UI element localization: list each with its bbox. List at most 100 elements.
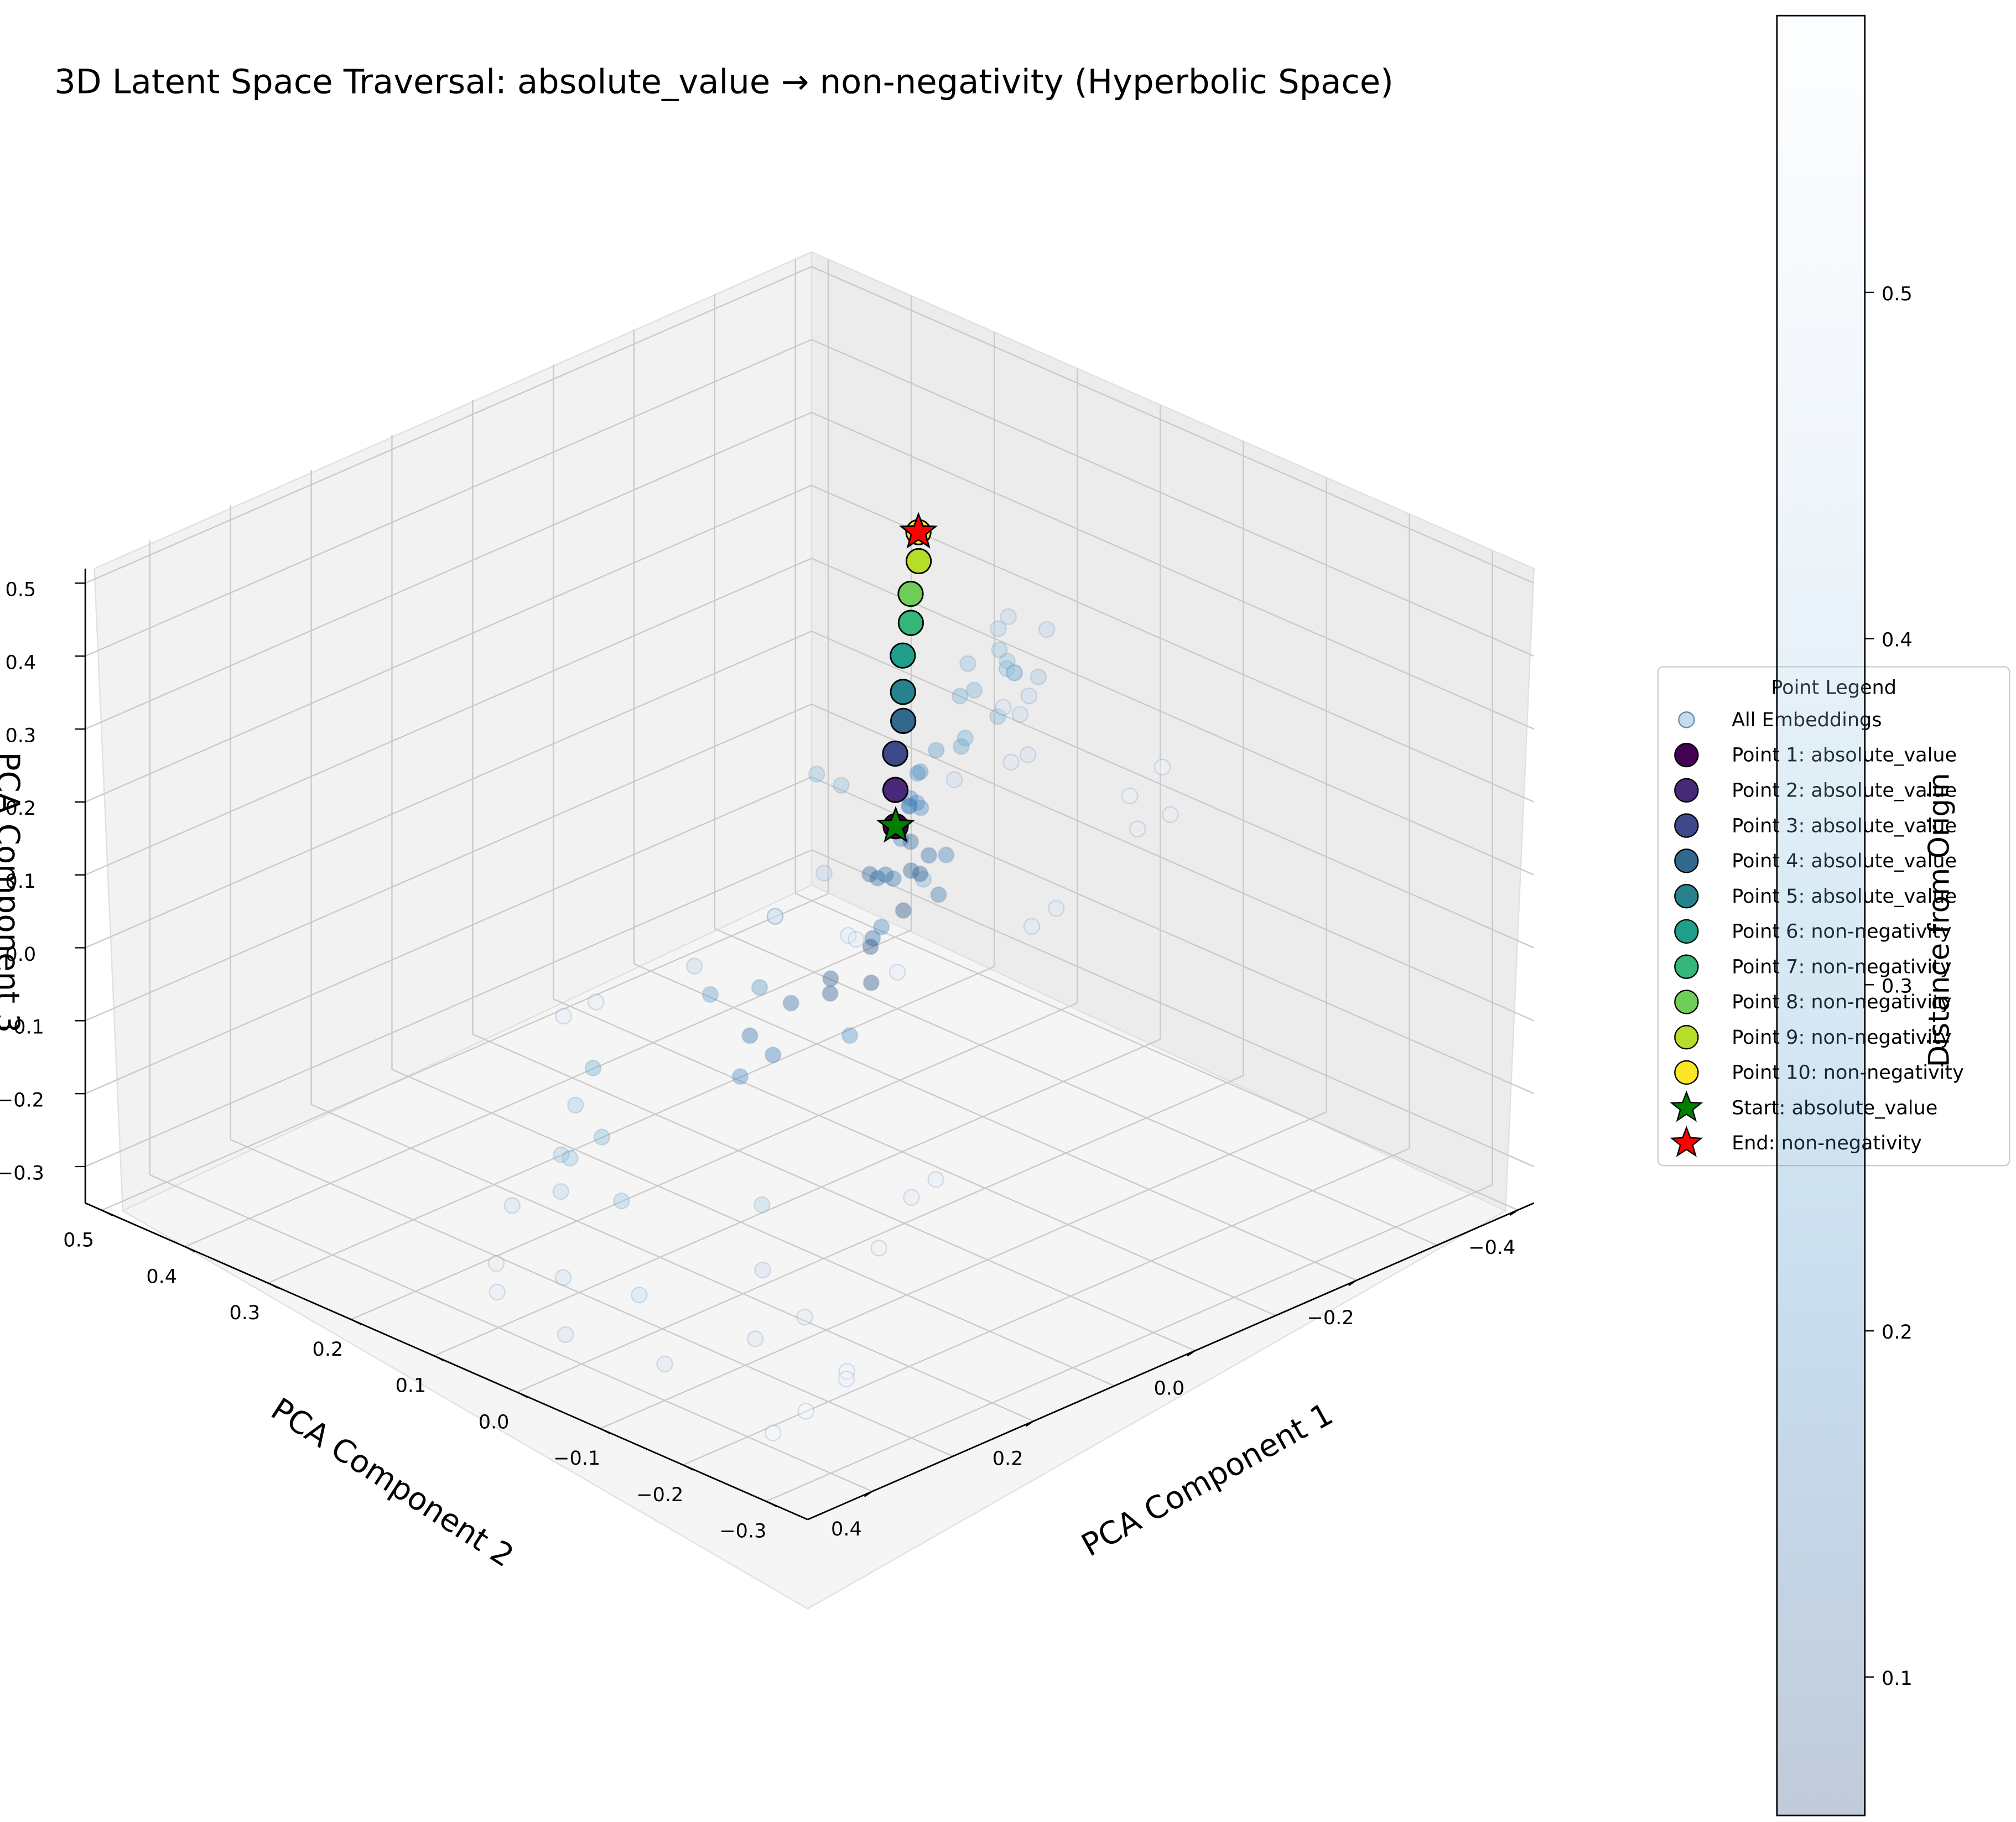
start-star-marker [876, 806, 915, 843]
embedding-point [1030, 668, 1047, 686]
colorbar-frame [1776, 14, 1866, 1816]
embedding-point [1023, 918, 1041, 935]
y-tick-mark [101, 1210, 113, 1216]
traversal-point [890, 642, 916, 669]
grid-line-x-floor [391, 1069, 1115, 1387]
grid-line-z-left [811, 849, 1535, 1168]
y-tick-mark [766, 1501, 777, 1507]
grid-line-y-floor [683, 1148, 1410, 1466]
embedding-point [503, 1197, 521, 1214]
y-tick-mark [600, 1428, 611, 1435]
embedding-point [796, 1309, 813, 1326]
embedding-point [864, 930, 881, 947]
grid-line-z-left [811, 485, 1535, 803]
legend-marker [1674, 919, 1699, 944]
embedding-point [489, 1283, 506, 1301]
grid-line-z-right [85, 266, 812, 584]
legend-marker [1674, 813, 1699, 838]
embedding-point [764, 1047, 782, 1064]
embedding-point [995, 699, 1012, 716]
embedding-point [861, 866, 879, 883]
embedding-point [945, 771, 963, 788]
x-tick-label: 0.0 [1154, 1377, 1185, 1399]
embedding-point [797, 1403, 814, 1420]
embedding-point [1154, 758, 1171, 776]
colorbar-tick-label: 0.5 [1882, 283, 1913, 305]
embedding-point [767, 908, 784, 925]
embedding-point [555, 1007, 572, 1025]
legend-marker [1674, 742, 1699, 768]
grid-line-z-right [85, 703, 812, 1022]
traversal-point [882, 777, 909, 803]
embedding-point [990, 620, 1007, 637]
colorbar-tick-label: 0.2 [1882, 1321, 1913, 1344]
x-tick-label: 0.2 [993, 1448, 1023, 1470]
grid-line-y-floor [766, 1184, 1493, 1502]
embedding-point [927, 1171, 944, 1188]
traversal-point [882, 740, 908, 767]
chart-title: 3D Latent Space Traversal: absolute_valu… [54, 63, 1394, 101]
x-tick-mark [1348, 1279, 1357, 1287]
legend-marker [1674, 848, 1699, 873]
traversal-path [876, 512, 938, 843]
grid-line-z-left [811, 266, 1535, 584]
z-tick-label: 0.0 [6, 943, 37, 966]
colorbar-tick-label: 0.4 [1882, 629, 1913, 652]
embedding-point [593, 1128, 611, 1146]
embedding-point [1162, 806, 1179, 824]
embedding-point [903, 1189, 920, 1206]
embedding-point [885, 870, 902, 887]
embedding-point [487, 1254, 505, 1272]
embedding-point [554, 1269, 572, 1287]
embedding-point [838, 1363, 855, 1380]
grid-line-z-right [85, 339, 812, 657]
z-tick-label: 0.5 [6, 579, 37, 601]
grid-line-y-floor [184, 929, 912, 1247]
z-tick-label: 0.1 [6, 870, 37, 893]
grid-line-z-right [85, 849, 812, 1168]
embedding-point [1038, 621, 1056, 638]
pane-floor [121, 884, 1507, 1610]
y-axis-line [807, 1202, 1535, 1521]
embedding-point [889, 964, 906, 981]
embedding-point [1011, 706, 1029, 723]
grid-line-z-left [811, 339, 1535, 657]
z-tick-label: −0.3 [0, 1162, 44, 1184]
embedding-point [751, 979, 768, 996]
embedding-point [1020, 687, 1037, 705]
y-tick-mark [267, 1282, 279, 1289]
embedding-point [557, 1326, 574, 1344]
grid-line-x-floor [795, 893, 1519, 1211]
embedding-point [870, 1240, 887, 1257]
embedding-point [838, 1370, 855, 1388]
embedding-point [952, 688, 969, 705]
embedding-point [900, 798, 918, 815]
colorbar-label: Distance from Origin [1923, 773, 1956, 1067]
embedding-point [833, 777, 850, 794]
embedding-point [872, 918, 890, 936]
embedding-point [938, 846, 955, 863]
embedding-point [998, 660, 1015, 678]
x-tick-mark [1187, 1350, 1196, 1357]
embedding-point [822, 970, 839, 987]
colorbar-tick-label: 0.3 [1882, 975, 1913, 997]
embedding-point [562, 1149, 579, 1167]
embedding-point [959, 655, 976, 672]
embedding-point [920, 847, 938, 864]
all-embeddings [487, 608, 1179, 1441]
z-tick-label: −0.1 [0, 1016, 44, 1039]
embedding-point [631, 1287, 648, 1304]
y-tick-mark [683, 1464, 694, 1471]
grid-line-x-floor [149, 1174, 873, 1492]
y-tick-label: −0.3 [719, 1520, 766, 1543]
grid-line-y-floor [267, 966, 995, 1284]
embedding-point [553, 1146, 570, 1163]
embedding-point [584, 1059, 602, 1077]
z-axis-label: PCA Component 3 [0, 752, 25, 1033]
embedding-point [908, 794, 926, 811]
embedding-point [808, 766, 825, 783]
y-tick-mark [184, 1246, 196, 1253]
grid-line-z-left [811, 412, 1535, 730]
embedding-point [902, 833, 919, 851]
